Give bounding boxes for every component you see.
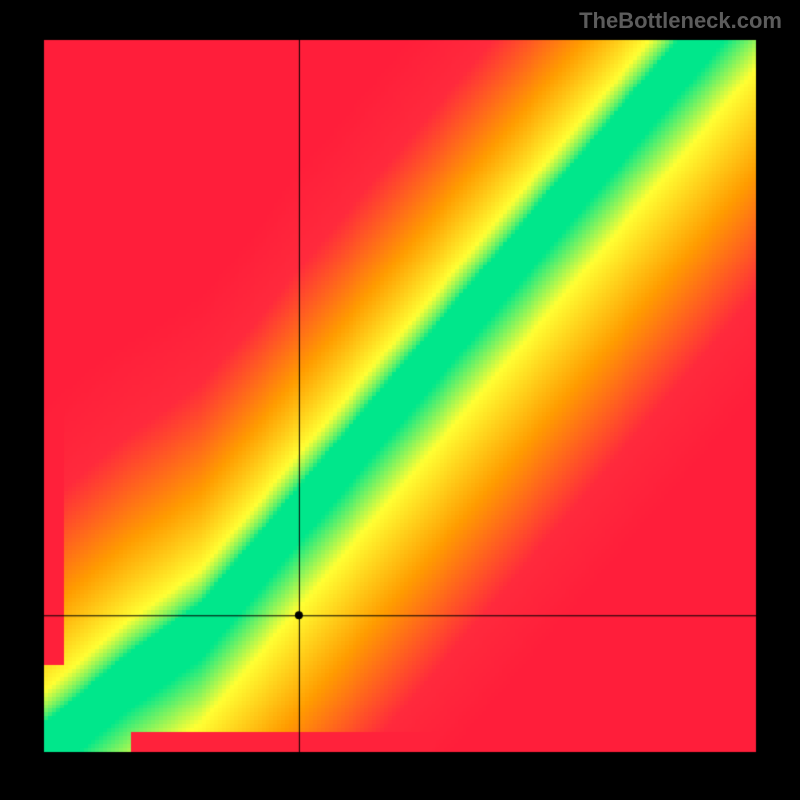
heatmap-canvas bbox=[0, 0, 800, 800]
chart-container: { "watermark": { "text": "TheBottleneck.… bbox=[0, 0, 800, 800]
watermark-text: TheBottleneck.com bbox=[579, 8, 782, 34]
